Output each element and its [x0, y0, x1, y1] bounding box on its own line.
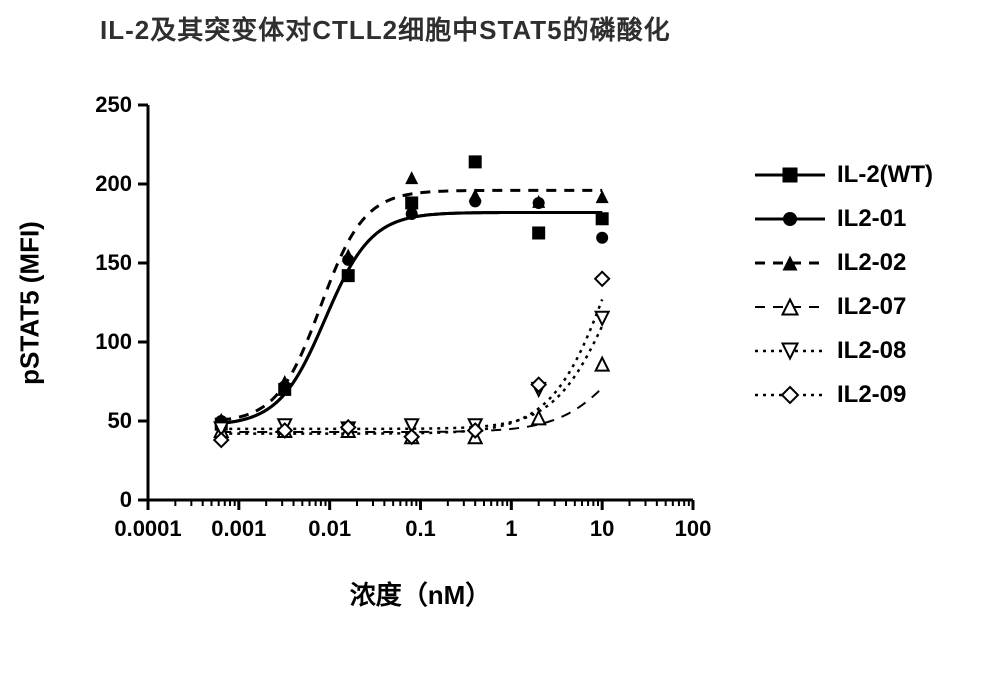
x-tick-label: 1 — [505, 516, 517, 542]
x-tick-label: 100 — [675, 516, 712, 542]
x-tick-label: 0.001 — [211, 516, 266, 542]
y-tick-label: 50 — [108, 408, 132, 434]
x-tick-label: 0.01 — [308, 516, 351, 542]
x-axis-label: 浓度（nM） — [350, 575, 492, 612]
y-axis-label: pSTAT5 (MFI) — [15, 221, 46, 385]
x-tick-label: 0.0001 — [114, 516, 181, 542]
legend-label: IL2-01 — [837, 205, 906, 233]
legend-label: IL-2(WT) — [837, 161, 933, 189]
y-tick-label: 150 — [95, 250, 132, 276]
legend-label: IL2-08 — [837, 337, 906, 365]
y-tick-label: 100 — [95, 329, 132, 355]
chart-title: IL-2及其突变体对CTLL2细胞中STAT5的磷酸化 — [100, 10, 671, 47]
x-tick-label: 0.1 — [405, 516, 436, 542]
y-tick-label: 250 — [95, 92, 132, 118]
legend-label: IL2-02 — [837, 249, 906, 277]
y-tick-label: 200 — [95, 171, 132, 197]
y-tick-label: 0 — [120, 487, 132, 513]
legend-label: IL2-07 — [837, 293, 906, 321]
x-tick-label: 10 — [590, 516, 614, 542]
legend-label: IL2-09 — [837, 381, 906, 409]
